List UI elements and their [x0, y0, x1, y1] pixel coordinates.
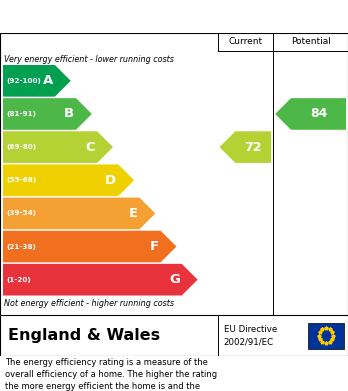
Text: (81-91): (81-91) [6, 111, 36, 117]
Text: 84: 84 [310, 108, 327, 120]
Polygon shape [3, 197, 155, 229]
Bar [308, 323, 344, 348]
Polygon shape [3, 231, 176, 262]
Text: (69-80): (69-80) [6, 144, 36, 150]
Text: (92-100): (92-100) [6, 78, 41, 84]
Polygon shape [3, 98, 92, 130]
Polygon shape [3, 165, 134, 196]
Text: 72: 72 [245, 141, 262, 154]
Text: Very energy efficient - lower running costs: Very energy efficient - lower running co… [4, 55, 174, 64]
Text: E: E [128, 207, 137, 220]
Text: D: D [105, 174, 116, 187]
Text: (39-54): (39-54) [6, 210, 36, 216]
Polygon shape [220, 131, 271, 163]
Text: England & Wales: England & Wales [8, 328, 160, 343]
Text: EU Directive
2002/91/EC: EU Directive 2002/91/EC [223, 325, 277, 346]
Text: C: C [86, 141, 95, 154]
Text: (21-38): (21-38) [6, 244, 36, 249]
Text: B: B [64, 108, 74, 120]
Polygon shape [3, 65, 71, 97]
Text: Energy Efficiency Rating: Energy Efficiency Rating [10, 9, 231, 24]
Text: A: A [42, 74, 53, 87]
Polygon shape [275, 98, 346, 130]
Text: Not energy efficient - higher running costs: Not energy efficient - higher running co… [4, 299, 174, 308]
Text: The energy efficiency rating is a measure of the
overall efficiency of a home. T: The energy efficiency rating is a measur… [5, 358, 217, 391]
Polygon shape [3, 131, 113, 163]
Text: Current: Current [228, 38, 262, 47]
Text: (55-68): (55-68) [6, 177, 36, 183]
Polygon shape [3, 264, 198, 296]
Text: Potential: Potential [291, 38, 331, 47]
Text: F: F [150, 240, 159, 253]
Text: (1-20): (1-20) [6, 277, 31, 283]
Text: G: G [169, 273, 180, 286]
